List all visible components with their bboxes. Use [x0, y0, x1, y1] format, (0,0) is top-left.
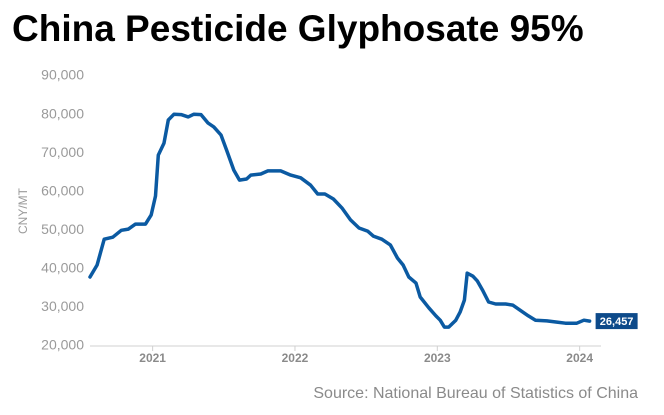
y-tick-label: 50,000 — [41, 221, 84, 237]
y-tick-label: 90,000 — [41, 67, 84, 83]
x-tick-label: 2021 — [139, 351, 166, 365]
value-label: 26,457 — [600, 316, 634, 328]
source: Source: National Bureau of Statistics of… — [313, 385, 638, 402]
y-tick-label: 80,000 — [41, 105, 84, 121]
x-tick-label: 2022 — [282, 351, 309, 365]
x-tick-label: 2023 — [424, 351, 451, 365]
value-label-box — [595, 313, 638, 330]
y-tick-label: 40,000 — [41, 260, 84, 276]
y-tick-label: 60,000 — [41, 182, 84, 198]
y-tick-label: 30,000 — [41, 298, 84, 314]
y-tick-label: 70,000 — [41, 144, 84, 160]
chart-title: China Pesticide Glyphosate 95% — [12, 8, 584, 49]
y-axis-label: CNY/MT — [16, 187, 30, 234]
y-tick-label: 20,000 — [41, 337, 84, 353]
line — [88, 112, 592, 329]
x-tick-label: 2024 — [566, 351, 593, 365]
